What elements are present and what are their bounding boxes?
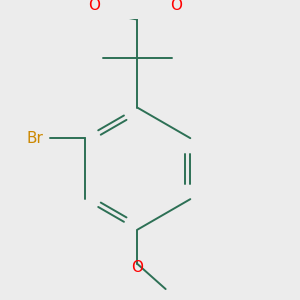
Text: O: O bbox=[131, 260, 143, 275]
Text: O: O bbox=[171, 0, 183, 13]
Text: Br: Br bbox=[27, 131, 44, 146]
Text: O: O bbox=[88, 0, 100, 13]
